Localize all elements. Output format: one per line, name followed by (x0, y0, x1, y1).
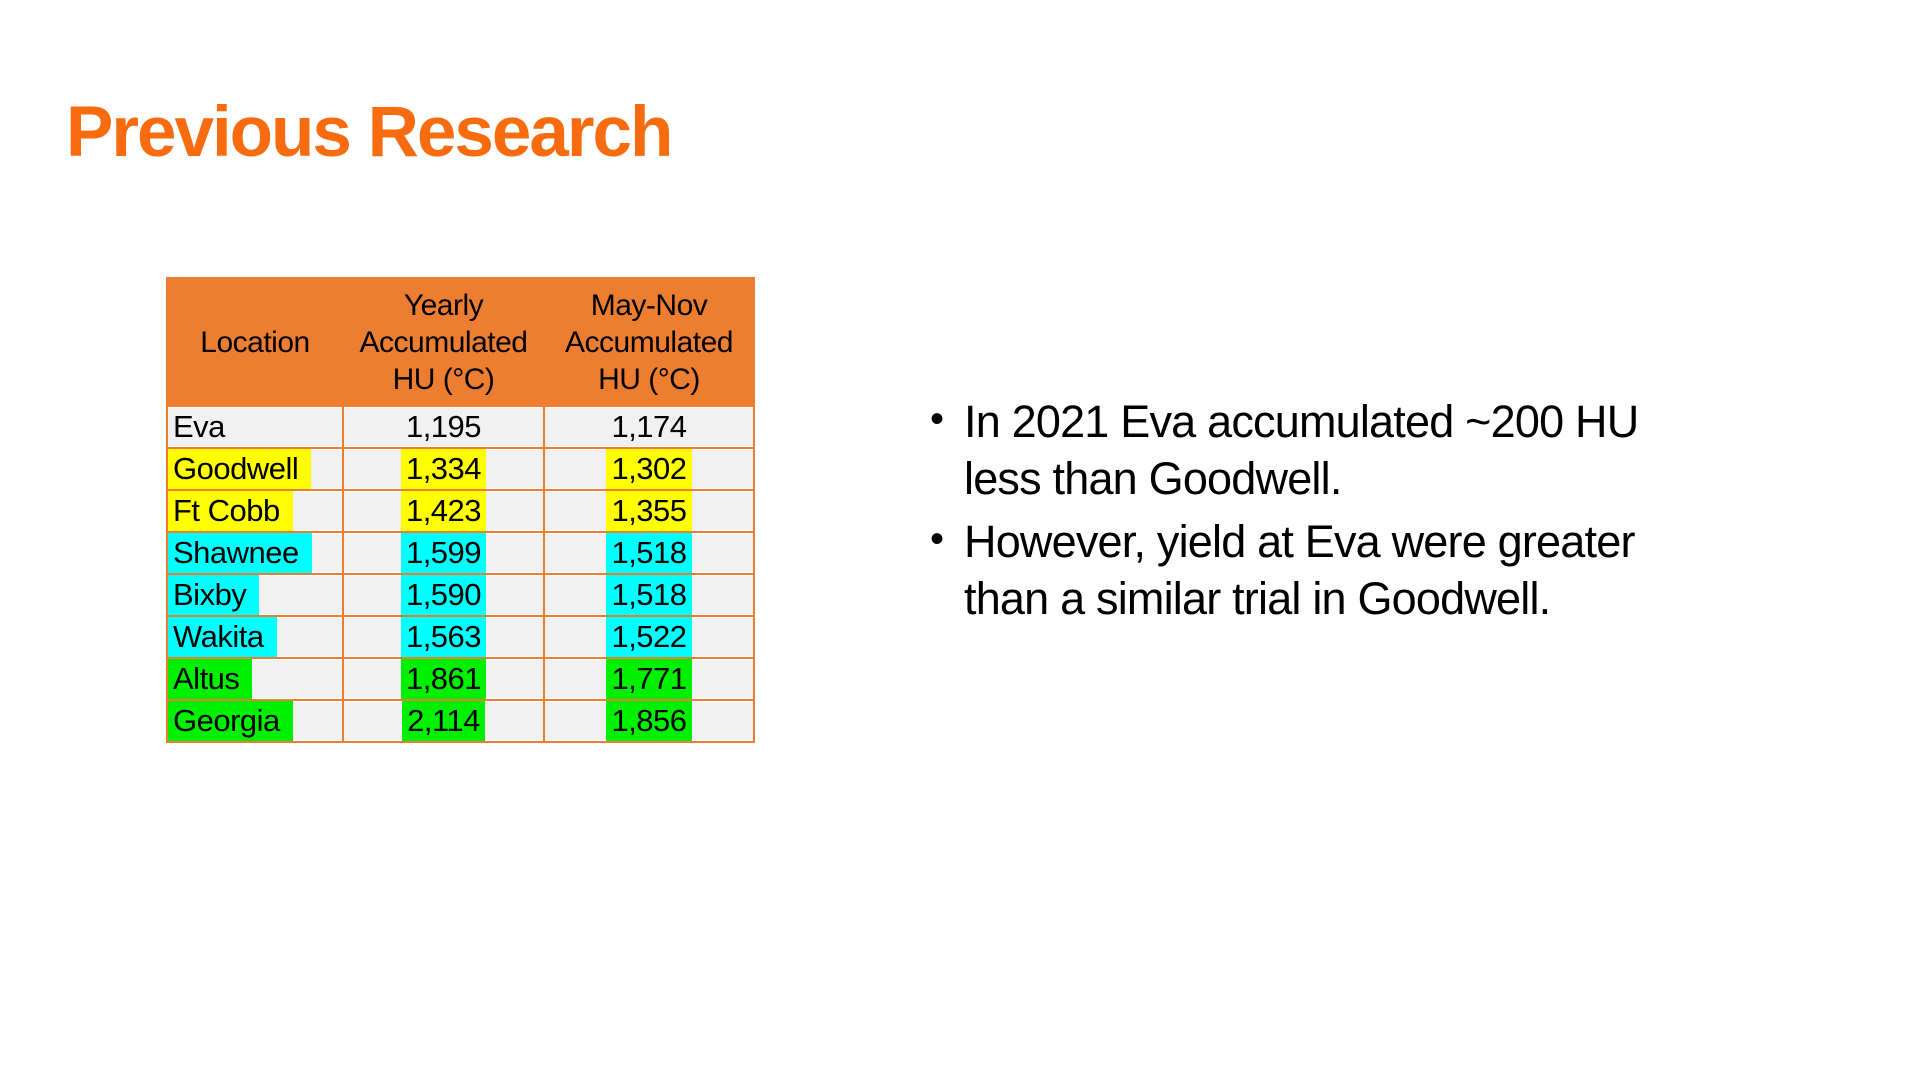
maynov-hu-value: 1,174 (611, 409, 687, 444)
bullet-item: • In 2021 Eva accumulated ~200 HU less t… (930, 393, 1770, 507)
yearly-hu-value: 1,599 (400, 533, 487, 573)
table-row: Ft Cobb 1,423 1,355 (166, 489, 755, 533)
maynov-hu-value: 1,518 (606, 575, 692, 615)
heat-units-table: Location Yearly Accumulated HU (°C) May-… (166, 277, 755, 743)
location-value: Altus (168, 659, 253, 699)
bullet-icon: • (930, 397, 944, 441)
location-value: Goodwell (168, 449, 312, 489)
location-value: Shawnee (168, 533, 312, 573)
maynov-hu-value: 1,518 (606, 533, 692, 573)
maynov-hu-value: 1,771 (606, 659, 692, 699)
maynov-hu-value: 1,302 (606, 449, 692, 489)
column-header-yearly-hu: Yearly Accumulated HU (°C) (342, 277, 545, 407)
bullet-text: In 2021 Eva accumulated ~200 HU less tha… (964, 396, 1639, 504)
location-value: Georgia (168, 701, 293, 741)
location-value: Bixby (168, 575, 260, 615)
table-row: Goodwell 1,334 1,302 (166, 447, 755, 491)
column-header-maynov-hu: May-Nov Accumulated HU (°C) (543, 277, 755, 407)
maynov-hu-value: 1,522 (606, 617, 692, 657)
yearly-hu-value: 1,195 (405, 409, 482, 444)
location-value: Wakita (168, 617, 277, 657)
column-header-location: Location (166, 277, 344, 407)
yearly-hu-value: 2,114 (402, 701, 485, 741)
location-value: Eva (173, 409, 225, 444)
yearly-hu-value: 1,563 (400, 617, 487, 657)
table-header-row: Location Yearly Accumulated HU (°C) May-… (166, 277, 755, 407)
bullet-list: • In 2021 Eva accumulated ~200 HU less t… (930, 393, 1770, 633)
bullet-item: • However, yield at Eva were greater tha… (930, 513, 1770, 627)
yearly-hu-value: 1,423 (400, 491, 487, 531)
table-row: Altus 1,861 1,771 (166, 657, 755, 701)
table-row: Shawnee 1,599 1,518 (166, 531, 755, 575)
yearly-hu-value: 1,334 (400, 449, 487, 489)
yearly-hu-value: 1,590 (400, 575, 487, 615)
maynov-hu-value: 1,355 (606, 491, 692, 531)
table-row: Georgia 2,114 1,856 (166, 699, 755, 743)
location-value: Ft Cobb (168, 491, 293, 531)
table-row: Eva 1,195 1,174 (166, 405, 755, 449)
table-row: Bixby 1,590 1,518 (166, 573, 755, 617)
bullet-text: However, yield at Eva were greater than … (964, 516, 1635, 624)
table-row: Wakita 1,563 1,522 (166, 615, 755, 659)
page-title: Previous Research (66, 92, 673, 172)
bullet-icon: • (930, 517, 944, 561)
maynov-hu-value: 1,856 (606, 701, 692, 741)
yearly-hu-value: 1,861 (400, 659, 487, 699)
